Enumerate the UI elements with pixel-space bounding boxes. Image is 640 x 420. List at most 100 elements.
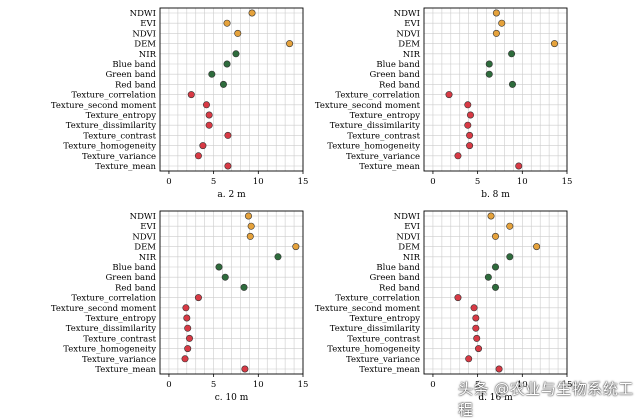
data-point-texture bbox=[205, 111, 213, 119]
y-tick-label: NDVI bbox=[132, 29, 156, 39]
x-tick-label: 0 bbox=[166, 380, 171, 390]
data-point-band bbox=[208, 70, 216, 78]
y-tick-label: Red band bbox=[379, 80, 421, 90]
data-point-index bbox=[487, 212, 495, 220]
data-point-texture bbox=[185, 334, 193, 342]
data-point-index bbox=[246, 232, 254, 240]
data-point-texture bbox=[181, 355, 189, 363]
data-point-index bbox=[506, 222, 514, 230]
y-tick-label: DEM bbox=[398, 40, 420, 50]
x-tick-label: 10 bbox=[253, 177, 264, 187]
data-point-band bbox=[274, 253, 282, 261]
data-point-band bbox=[491, 263, 499, 271]
y-tick-label: NIR bbox=[139, 50, 157, 60]
data-point-texture bbox=[184, 345, 192, 353]
y-tick-label: Texture_second moment bbox=[315, 101, 421, 111]
y-tick-label: Red band bbox=[115, 80, 157, 90]
panel-caption: a. 2 m bbox=[217, 190, 246, 200]
y-tick-label: Red band bbox=[379, 283, 421, 293]
data-point-texture bbox=[224, 131, 232, 139]
data-point-texture bbox=[199, 142, 207, 150]
data-point-band bbox=[240, 283, 248, 291]
y-tick-label: Texture_entropy bbox=[86, 314, 157, 324]
plot-frame bbox=[159, 7, 304, 172]
y-tick-label: Texture_correlation bbox=[335, 294, 420, 304]
data-point-band bbox=[506, 253, 514, 261]
data-point-texture bbox=[472, 314, 480, 322]
y-tick-label: Texture_variance bbox=[82, 152, 156, 162]
data-point-band bbox=[508, 80, 516, 88]
y-tick-label: Texture_second moment bbox=[315, 304, 421, 314]
data-point-index bbox=[247, 222, 255, 230]
data-point-texture bbox=[475, 345, 483, 353]
data-point-texture bbox=[224, 162, 232, 170]
data-point-texture bbox=[445, 91, 453, 99]
y-tick-label: Green band bbox=[105, 70, 156, 80]
y-tick-label: Green band bbox=[105, 273, 156, 283]
y-tick-label: DEM bbox=[398, 243, 420, 253]
y-tick-label: Texture_dissimilarity bbox=[66, 324, 156, 334]
data-point-band bbox=[508, 50, 516, 58]
data-point-texture bbox=[194, 294, 202, 302]
y-tick-label: Green band bbox=[369, 70, 420, 80]
data-point-texture bbox=[205, 121, 213, 129]
data-point-band bbox=[215, 263, 223, 271]
data-point-texture bbox=[464, 101, 472, 109]
x-tick-label: 0 bbox=[430, 177, 435, 187]
y-tick-label: Texture_variance bbox=[82, 355, 156, 365]
x-tick-label: 0 bbox=[166, 177, 171, 187]
y-tick-label: Blue band bbox=[112, 263, 156, 273]
y-tick-label: Texture_mean bbox=[359, 162, 420, 172]
data-point-index bbox=[533, 243, 541, 251]
data-point-texture bbox=[202, 101, 210, 109]
y-tick-label: Red band bbox=[115, 283, 157, 293]
y-tick-label: NDWI bbox=[394, 9, 420, 19]
data-point-texture bbox=[473, 334, 481, 342]
y-tick-label: Texture_correlation bbox=[71, 294, 156, 304]
data-point-texture bbox=[466, 142, 474, 150]
y-tick-label: EVI bbox=[404, 222, 420, 232]
y-tick-label: Texture_entropy bbox=[350, 111, 421, 121]
data-point-texture bbox=[182, 304, 190, 312]
y-tick-label: Texture_contrast bbox=[347, 334, 420, 344]
x-tick-label: 15 bbox=[298, 380, 309, 390]
data-point-texture bbox=[470, 304, 478, 312]
y-tick-label: EVI bbox=[140, 19, 156, 29]
y-tick-label: NIR bbox=[403, 253, 421, 263]
y-tick-label: NDWI bbox=[130, 212, 156, 222]
x-tick-label: 5 bbox=[475, 177, 480, 187]
y-tick-label: Texture_dissimilarity bbox=[66, 121, 156, 131]
x-tick-label: 0 bbox=[430, 380, 435, 390]
y-tick-label: Texture_mean bbox=[359, 365, 420, 375]
y-tick-label: DEM bbox=[134, 243, 156, 253]
y-tick-label: EVI bbox=[140, 222, 156, 232]
x-tick-label: 5 bbox=[475, 380, 480, 390]
data-point-texture bbox=[187, 91, 195, 99]
data-point-texture bbox=[466, 131, 474, 139]
x-tick-label: 15 bbox=[562, 380, 573, 390]
data-point-texture bbox=[464, 121, 472, 129]
panel-caption: c. 10 m bbox=[215, 393, 249, 403]
data-point-texture bbox=[184, 324, 192, 332]
y-tick-label: Texture_contrast bbox=[83, 334, 156, 344]
y-tick-label: Texture_homogeneity bbox=[327, 142, 420, 152]
panel-caption: b. 8 m bbox=[481, 190, 510, 200]
y-tick-label: Texture_entropy bbox=[350, 314, 421, 324]
data-point-band bbox=[485, 70, 493, 78]
y-tick-label: Texture_variance bbox=[346, 152, 420, 162]
y-tick-label: Texture_contrast bbox=[347, 131, 420, 141]
data-point-texture bbox=[472, 324, 480, 332]
y-tick-label: Texture_correlation bbox=[335, 91, 420, 101]
data-point-band bbox=[485, 60, 493, 68]
y-tick-label: NDVI bbox=[132, 232, 156, 242]
data-point-index bbox=[498, 19, 506, 27]
data-point-band bbox=[219, 80, 227, 88]
y-tick-label: Texture_second moment bbox=[51, 101, 157, 111]
y-tick-label: Texture_dissimilarity bbox=[330, 324, 420, 334]
data-point-band bbox=[221, 273, 229, 281]
data-point-band bbox=[491, 283, 499, 291]
data-point-texture bbox=[454, 152, 462, 160]
